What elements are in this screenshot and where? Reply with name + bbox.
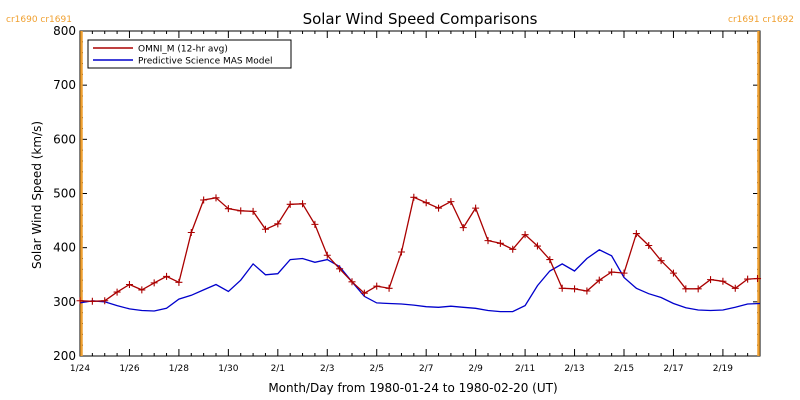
data-point-marker bbox=[397, 248, 405, 256]
data-point-marker bbox=[472, 204, 480, 212]
x-tick-label: 2/7 bbox=[419, 364, 433, 374]
data-point-marker bbox=[348, 278, 356, 286]
data-point-marker bbox=[101, 297, 109, 305]
data-point-marker bbox=[744, 275, 752, 283]
x-tick-label: 2/17 bbox=[663, 364, 683, 374]
x-tick-label: 2/9 bbox=[468, 364, 483, 374]
data-point-marker bbox=[261, 225, 269, 233]
legend-label: OMNI_M (12-hr avg) bbox=[138, 45, 228, 55]
data-point-marker bbox=[88, 297, 96, 305]
chart-title: Solar Wind Speed Comparisons bbox=[303, 10, 538, 28]
data-point-marker bbox=[657, 257, 665, 265]
rotation-label: cr1690 cr1691 bbox=[6, 15, 72, 25]
y-tick-label: 500 bbox=[53, 187, 76, 201]
data-point-marker bbox=[754, 275, 762, 283]
x-tick-label: 2/5 bbox=[369, 364, 383, 374]
data-point-marker bbox=[113, 288, 121, 296]
data-point-marker bbox=[645, 242, 653, 249]
data-point-marker bbox=[163, 272, 171, 280]
data-point-marker bbox=[187, 229, 195, 236]
y-tick-label: 800 bbox=[53, 24, 76, 38]
data-point-marker bbox=[237, 207, 245, 215]
data-point-marker bbox=[620, 269, 628, 277]
data-point-marker bbox=[484, 237, 492, 245]
data-point-marker bbox=[138, 286, 146, 294]
data-point-marker bbox=[200, 196, 208, 204]
legend-box bbox=[87, 39, 292, 69]
data-point-marker bbox=[719, 277, 727, 285]
data-point-marker bbox=[731, 284, 739, 292]
y-tick-label: 300 bbox=[53, 295, 76, 309]
y-tick-label: 200 bbox=[53, 349, 76, 363]
data-point-marker bbox=[435, 204, 443, 212]
data-point-marker bbox=[496, 239, 504, 247]
data-point-marker bbox=[694, 285, 702, 293]
x-axis-label: Month/Day from 1980-01-24 to 1980-02-20 … bbox=[268, 381, 557, 395]
data-point-marker bbox=[274, 220, 282, 228]
data-point-marker bbox=[546, 256, 554, 264]
rotation-label: cr1691 cr1692 bbox=[728, 15, 794, 25]
data-point-marker bbox=[608, 268, 616, 276]
data-point-marker bbox=[558, 284, 566, 292]
x-tick-label: 2/1 bbox=[271, 364, 285, 374]
data-point-marker bbox=[286, 200, 294, 208]
data-point-marker bbox=[323, 251, 331, 259]
x-tick-label: 1/30 bbox=[218, 364, 238, 374]
y-axis: 200 300 400 500 600 700 800 bbox=[53, 24, 760, 363]
x-tick-label: 1/28 bbox=[169, 364, 189, 374]
x-tick-label: 2/11 bbox=[515, 364, 535, 374]
data-point-marker bbox=[707, 276, 715, 284]
data-point-marker bbox=[360, 289, 368, 297]
data-point-marker bbox=[175, 278, 183, 286]
data-point-marker bbox=[509, 245, 517, 253]
data-point-marker bbox=[669, 269, 677, 277]
data-point-marker bbox=[571, 285, 579, 293]
carrington-rotation-markers: cr1690 cr1691 cr1691 cr1692 bbox=[6, 15, 794, 356]
data-point-marker bbox=[373, 282, 381, 290]
y-tick-label: 400 bbox=[53, 241, 76, 255]
data-point-marker bbox=[125, 281, 133, 288]
data-point-marker bbox=[336, 265, 344, 273]
y-tick-label: 600 bbox=[53, 132, 76, 146]
y-axis-label: Solar Wind Speed (km/s) bbox=[30, 121, 44, 269]
x-tick-label: 2/15 bbox=[614, 364, 634, 374]
x-tick-label: 2/3 bbox=[320, 364, 334, 374]
data-point-marker bbox=[459, 224, 467, 232]
data-point-marker bbox=[682, 285, 690, 293]
plot-area-frame bbox=[79, 30, 761, 357]
legend-label: Predictive Science MAS Model bbox=[138, 57, 273, 67]
data-point-marker bbox=[212, 194, 220, 202]
series-line-predictive-science-mas-model bbox=[79, 249, 761, 313]
series-layer bbox=[76, 193, 762, 313]
data-point-marker bbox=[583, 287, 591, 295]
data-point-marker bbox=[385, 284, 393, 292]
data-point-marker bbox=[150, 279, 158, 287]
data-point-marker bbox=[521, 231, 529, 239]
x-tick-label: 2/19 bbox=[713, 364, 733, 374]
x-tick-label: 2/13 bbox=[564, 364, 584, 374]
data-point-marker bbox=[410, 193, 418, 201]
data-point-marker bbox=[595, 276, 603, 284]
legend: OMNI_M (12-hr avg) Predictive Science MAS… bbox=[87, 39, 292, 69]
data-point-marker bbox=[447, 198, 455, 206]
data-point-marker bbox=[249, 207, 257, 215]
data-point-marker bbox=[76, 297, 84, 305]
x-tick-label: 1/24 bbox=[70, 364, 90, 374]
data-point-marker bbox=[224, 205, 232, 213]
series-line-omni-m-12-hr-avg bbox=[79, 196, 758, 302]
data-point-marker bbox=[632, 230, 640, 238]
data-point-marker bbox=[533, 242, 541, 250]
data-point-marker bbox=[299, 200, 307, 208]
y-tick-label: 700 bbox=[53, 78, 76, 92]
x-tick-label: 1/26 bbox=[119, 364, 139, 374]
data-point-marker bbox=[422, 199, 430, 207]
x-axis: 1/24 1/26 1/28 1/30 2/1 2/3 2/5 2/7 2/9 2/11 2/13 2… bbox=[70, 31, 749, 374]
data-point-marker bbox=[311, 220, 319, 228]
